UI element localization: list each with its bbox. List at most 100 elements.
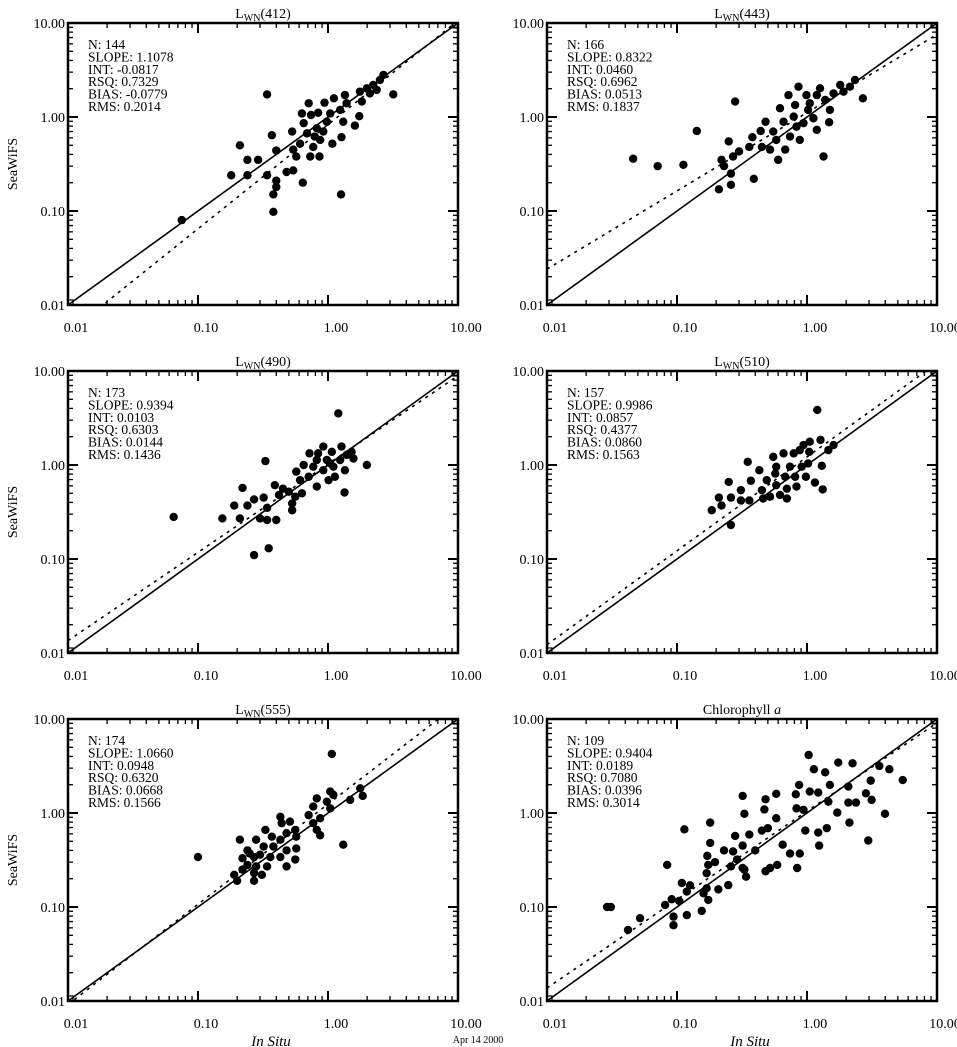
data-point (312, 482, 321, 491)
data-point (667, 895, 676, 904)
data-point (773, 155, 783, 165)
data-point (839, 87, 848, 96)
data-point (193, 852, 203, 862)
data-point (262, 90, 272, 99)
data-point (312, 124, 321, 133)
data-point (805, 447, 814, 457)
panel-title: LWN(412) (235, 7, 291, 24)
data-point (337, 442, 346, 451)
data-point (834, 758, 843, 767)
panel-title-part: Chlorophyll (703, 703, 774, 718)
stats-line: RSQ: 0.7080 (567, 770, 638, 785)
data-point (304, 99, 313, 108)
data-point (704, 860, 713, 870)
data-point (705, 838, 715, 848)
data-point (738, 841, 747, 850)
data-point (845, 82, 855, 91)
y-tick-label: 10.00 (34, 365, 66, 380)
data-point (861, 789, 871, 798)
data-point (746, 476, 756, 485)
panel-title-part: (490) (260, 355, 291, 370)
scatter-panel: 0.01 0.10 1.00 10.00 0.01 0.10 1.00 10.00 LWN(49… (6, 355, 482, 684)
panel-title-part: L (235, 703, 244, 718)
data-point (249, 495, 259, 504)
data-point (866, 776, 875, 785)
data-point (835, 80, 845, 90)
data-point (763, 823, 773, 833)
stats-line: BIAS: -0.0779 (88, 87, 168, 102)
data-point (304, 472, 313, 481)
stats-line: BIAS: 0.0513 (567, 87, 642, 102)
data-point (309, 462, 318, 471)
panel-title: LWN(490) (235, 355, 291, 372)
data-point (319, 127, 328, 136)
data-point (804, 750, 813, 760)
data-point (355, 111, 364, 121)
data-point (751, 846, 760, 855)
data-point (790, 100, 800, 110)
data-point (295, 139, 305, 148)
y-tick-label: 0.10 (41, 553, 66, 568)
data-point (813, 405, 822, 415)
data-point (340, 90, 350, 100)
data-point (356, 784, 365, 793)
x-tick-label: 1.00 (324, 321, 349, 336)
corner-marker (931, 22, 938, 29)
data-point (724, 137, 733, 146)
data-point (267, 131, 277, 140)
data-point (243, 171, 252, 180)
data-point (282, 862, 291, 871)
data-point (885, 765, 894, 774)
y-tick-label: 1.00 (41, 459, 66, 474)
data-point (282, 846, 291, 855)
data-point (812, 125, 822, 135)
x-tick-label: 1.00 (324, 1017, 349, 1032)
data-point (824, 118, 834, 127)
y-tick-label: 0.01 (41, 299, 66, 314)
data-point (255, 514, 265, 523)
data-point (719, 161, 729, 171)
lines-layer (68, 719, 458, 1001)
data-point (298, 178, 308, 187)
data-point (606, 902, 616, 912)
data-point (320, 98, 329, 107)
data-point (276, 812, 285, 822)
panel-title-part: (510) (739, 355, 770, 370)
stats-line: SLOPE: 0.8322 (567, 49, 653, 64)
data-point (259, 493, 268, 502)
corner-marker (67, 299, 74, 306)
data-point (326, 804, 335, 813)
stats-line: RMS: 0.1566 (88, 795, 161, 810)
x-tick-label: 10.00 (450, 669, 482, 684)
data-point (797, 462, 806, 471)
data-point (342, 99, 351, 108)
x-axis-label: In Situ (729, 1034, 770, 1047)
data-point (785, 132, 795, 141)
data-point (844, 782, 853, 791)
data-point (226, 171, 236, 180)
data-point (810, 478, 820, 487)
plot-frame (66, 717, 460, 1003)
data-point (762, 475, 771, 485)
data-point (745, 496, 754, 505)
data-point (269, 190, 278, 199)
data-point (292, 844, 301, 853)
corner-marker (546, 299, 553, 306)
panel-title: LWN(555) (235, 703, 291, 720)
one-to-one-line (547, 719, 937, 1001)
data-point (814, 828, 823, 837)
data-point (682, 887, 692, 896)
stats-line: RMS: 0.1563 (567, 447, 640, 462)
data-point (760, 805, 769, 814)
panel-title-part: (555) (260, 703, 291, 718)
data-point (350, 121, 360, 130)
regression-fit-line (101, 23, 457, 305)
data-point (829, 89, 838, 98)
data-point (738, 791, 747, 801)
data-point (327, 749, 337, 759)
data-point (287, 127, 297, 136)
stats-line: RMS: 0.1837 (567, 99, 640, 114)
x-tick-label: 0.10 (194, 1017, 219, 1032)
data-point (789, 112, 798, 121)
stats-line: SLOPE: 1.0660 (88, 745, 174, 760)
